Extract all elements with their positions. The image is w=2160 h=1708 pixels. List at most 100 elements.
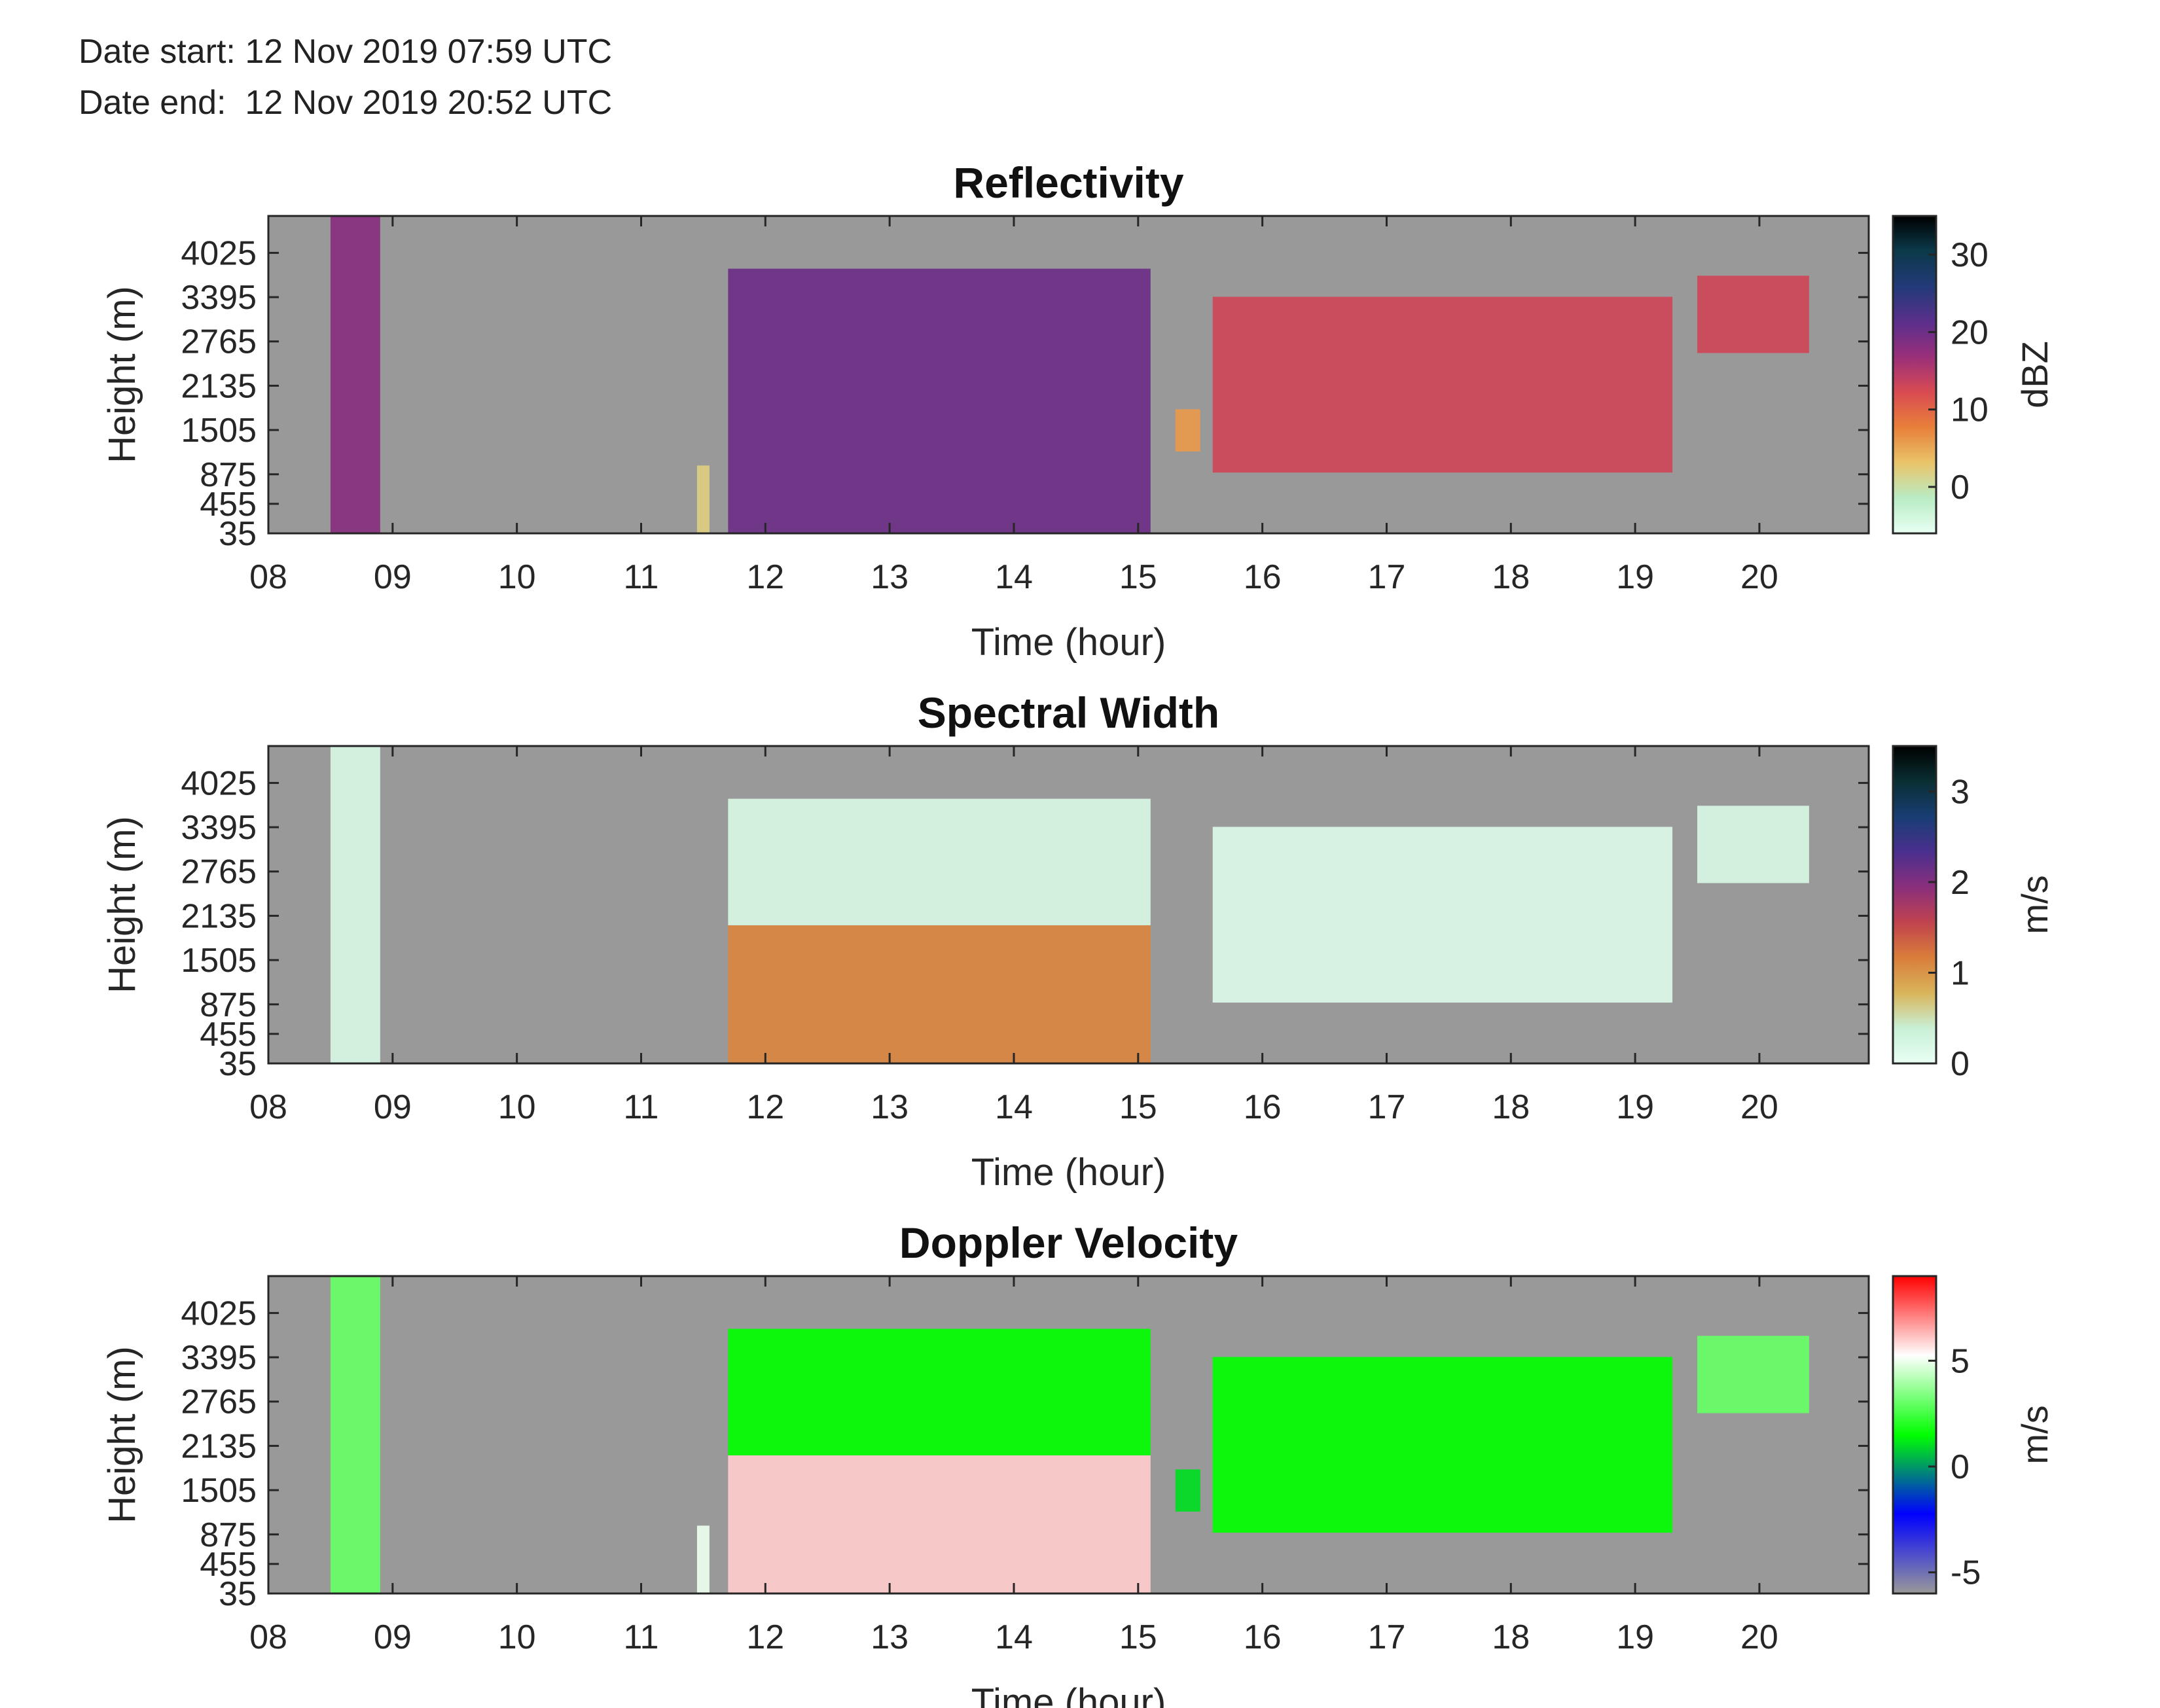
panel-reflectivity: Reflectivity 08 09 10 11 12 13 14 15 16 17 18 19 20 35…: [101, 158, 2055, 664]
y-tick-label: 875: [200, 1516, 257, 1554]
x-tick-label: 08: [249, 1088, 287, 1126]
y-tick-label: 2135: [181, 1427, 257, 1465]
x-tick-label: 18: [1492, 1088, 1530, 1126]
x-tick-label: 14: [995, 1618, 1033, 1656]
colorbar-tick-label: 10: [1951, 391, 1989, 429]
x-tick-label: 13: [871, 1618, 909, 1656]
x-tick-label: 13: [871, 558, 909, 596]
echo-region: [1697, 806, 1809, 883]
panel-title: Doppler Velocity: [899, 1219, 1238, 1267]
x-tick-label: 15: [1119, 1088, 1157, 1126]
x-tick-label: 19: [1616, 1088, 1654, 1126]
y-tick-label: 4025: [181, 1294, 257, 1332]
echo-region: [728, 268, 1151, 533]
x-axis-label: Time (hour): [971, 1151, 1166, 1194]
x-tick-label: 08: [249, 558, 287, 596]
echo-region: [696, 465, 710, 533]
x-tick-label: 09: [374, 1618, 412, 1656]
y-tick-label: 455: [200, 486, 257, 524]
colorbar-gradient: [1893, 1276, 1936, 1593]
x-tick-label: 16: [1244, 1618, 1282, 1656]
y-tick-label: 4025: [181, 764, 257, 802]
x-tick-label: 20: [1740, 1618, 1778, 1656]
echo-region: [1175, 1469, 1200, 1512]
y-axis-label: Height (m): [101, 816, 143, 993]
x-tick-label: 19: [1616, 558, 1654, 596]
y-tick-label: 1505: [181, 412, 257, 450]
x-tick-label: 09: [374, 558, 412, 596]
echo-region: [696, 1525, 710, 1593]
y-tick-label: 3395: [181, 1339, 257, 1377]
echo-region: [1212, 1357, 1673, 1533]
x-tick-label: 09: [374, 1088, 412, 1126]
y-tick-label: 1505: [181, 942, 257, 980]
x-tick-label: 19: [1616, 1618, 1654, 1656]
date-header: Date start: 12 Nov 2019 07:59 UTC Date e…: [79, 26, 612, 128]
y-tick-label: 875: [200, 986, 257, 1024]
colorbar-gradient: [1893, 216, 1936, 533]
echo-region: [1697, 276, 1809, 353]
y-tick-label: 35: [219, 515, 257, 553]
y-tick-label: 3395: [181, 809, 257, 847]
y-tick-label: 35: [219, 1045, 257, 1083]
y-tick-label: 3395: [181, 279, 257, 317]
colorbar-tick-label: 5: [1951, 1342, 1970, 1380]
plot-frame: [267, 1275, 1870, 1595]
x-tick-label: 17: [1368, 558, 1406, 596]
echo-region: [1697, 1336, 1809, 1414]
echo-region: [330, 1276, 380, 1593]
plot-frame: [267, 215, 1870, 535]
y-tick-label: 35: [219, 1575, 257, 1613]
x-tick-label: 12: [746, 1088, 784, 1126]
x-tick-label: 14: [995, 1088, 1033, 1126]
colorbar-tick-label: 3: [1951, 773, 1970, 811]
x-tick-label: 16: [1244, 558, 1282, 596]
colorbar-tick-label: 20: [1951, 313, 1989, 351]
colorbar-tick-label: 30: [1951, 236, 1989, 274]
colorbar-tick-label: 1: [1951, 954, 1970, 992]
colorbar-frame: [1892, 745, 1937, 1065]
panel-doppler-velocity: Doppler Velocity 08 09 10 11 12 13 14 15 16 17 18 19…: [101, 1219, 2055, 1708]
colorbar-label: dBZ: [2014, 341, 2055, 408]
panel-title: Reflectivity: [953, 158, 1183, 207]
colorbar: -5 0 5 m/s: [1892, 1275, 2055, 1595]
x-axis-label: Time (hour): [971, 1681, 1166, 1708]
x-tick-label: 10: [498, 558, 536, 596]
date-end-label: Date end: 12 Nov 2019 20:52 UTC: [79, 84, 613, 122]
y-axis-label: Height (m): [101, 286, 143, 463]
echo-region: [728, 1455, 1151, 1593]
y-tick-label: 2135: [181, 367, 257, 405]
plot-frame: [267, 745, 1870, 1065]
echo-region: [1212, 827, 1673, 1003]
x-tick-label: 11: [623, 1618, 658, 1656]
echo-region: [728, 1328, 1151, 1455]
echo-region: [330, 216, 380, 533]
y-tick-label: 2135: [181, 897, 257, 935]
colorbar: 0 10 20 30 dBZ: [1892, 215, 2055, 535]
x-tick-label: 17: [1368, 1618, 1406, 1656]
y-tick-label: 2765: [181, 853, 257, 891]
echo-region: [330, 746, 380, 1063]
colorbar-tick-label: 0: [1951, 469, 1970, 507]
x-tick-label: 18: [1492, 558, 1530, 596]
x-axis-label: Time (hour): [971, 621, 1166, 664]
panel-title: Spectral Width: [918, 688, 1219, 737]
colorbar-label: m/s: [2014, 875, 2055, 934]
y-tick-label: 455: [200, 1546, 257, 1584]
x-tick-label: 13: [871, 1088, 909, 1126]
colorbar: 0 1 2 3 m/s: [1892, 745, 2055, 1083]
colorbar-frame: [1892, 215, 1937, 535]
x-tick-label: 18: [1492, 1618, 1530, 1656]
colorbar-tick-label: -5: [1951, 1554, 1981, 1592]
x-tick-label: 10: [498, 1618, 536, 1656]
x-tick-label: 08: [249, 1618, 287, 1656]
colorbar-label: m/s: [2014, 1405, 2055, 1464]
y-tick-label: 2765: [181, 323, 257, 361]
colorbar-tick-label: 0: [1951, 1045, 1970, 1083]
x-tick-label: 11: [623, 558, 658, 596]
x-tick-label: 15: [1119, 1618, 1157, 1656]
x-tick-label: 12: [746, 558, 784, 596]
colorbar-gradient: [1893, 746, 1936, 1063]
x-tick-label: 16: [1244, 1088, 1282, 1126]
